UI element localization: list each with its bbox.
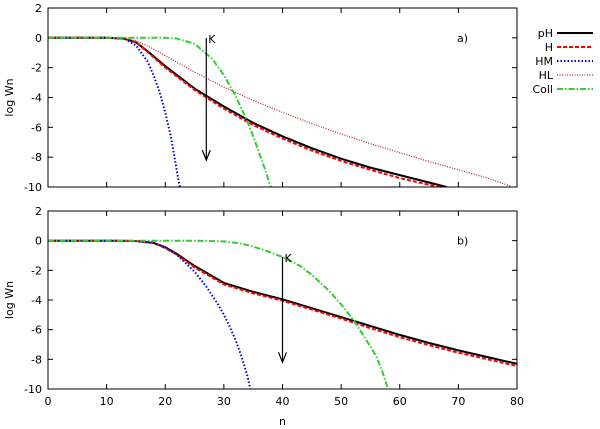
- annotation-arrow-head: [201, 149, 211, 162]
- y-tick-label: -10: [24, 383, 42, 396]
- y-tick-label: -4: [31, 294, 42, 307]
- series-hm: [48, 239, 252, 389]
- y-tick-label: 2: [35, 205, 42, 218]
- x-axis-label: n: [279, 415, 286, 428]
- y-axis-label: log Wn: [3, 281, 16, 319]
- panel-label: a): [457, 32, 468, 45]
- x-tick-label: 20: [158, 395, 172, 408]
- y-tick-label: 2: [35, 2, 42, 15]
- legend-label: HM: [535, 55, 553, 68]
- series-coll: [48, 239, 389, 389]
- y-tick-label: -2: [31, 264, 42, 277]
- series-group: [48, 36, 512, 187]
- series-h: [48, 36, 441, 187]
- legend-label: Coll: [532, 83, 553, 96]
- x-tick-label: 0: [45, 395, 52, 408]
- legend-label: pH: [538, 27, 553, 40]
- y-tick-label: -6: [31, 324, 42, 337]
- y-tick-label: -8: [31, 151, 42, 164]
- x-tick-label: 60: [393, 395, 407, 408]
- series-hm: [48, 36, 181, 187]
- series-coll: [48, 36, 272, 187]
- y-tick-label: -2: [31, 62, 42, 75]
- series-group: [48, 239, 517, 389]
- legend-label: HL: [539, 69, 554, 82]
- y-tick-label: -6: [31, 121, 42, 134]
- x-tick-label: 80: [510, 395, 524, 408]
- series-ph: [48, 36, 447, 187]
- annotation-label: K: [285, 252, 293, 265]
- y-axis-label: log Wn: [3, 78, 16, 116]
- y-tick-label: -10: [24, 181, 42, 194]
- y-tick-label: 0: [35, 32, 42, 45]
- y-tick-label: -8: [31, 353, 42, 366]
- x-tick-label: 30: [217, 395, 231, 408]
- y-tick-label: -4: [31, 92, 42, 105]
- x-tick-label: 70: [451, 395, 465, 408]
- x-tick-label: 40: [276, 395, 290, 408]
- plot-frame: [47, 7, 518, 188]
- legend-label: H: [545, 41, 553, 54]
- panel-a: 2 0 -2 -4 -6 -8 -10 K a) log Wn: [3, 2, 518, 194]
- annotation-arrow-head: [277, 352, 288, 364]
- y-tick-label: 0: [35, 235, 42, 248]
- series-hl: [48, 37, 512, 187]
- annotation-label: K: [208, 33, 216, 46]
- panel-label: b): [457, 235, 468, 248]
- plot-frame: [47, 210, 518, 390]
- x-tick-label: 50: [334, 395, 348, 408]
- x-tick-label: 10: [100, 395, 114, 408]
